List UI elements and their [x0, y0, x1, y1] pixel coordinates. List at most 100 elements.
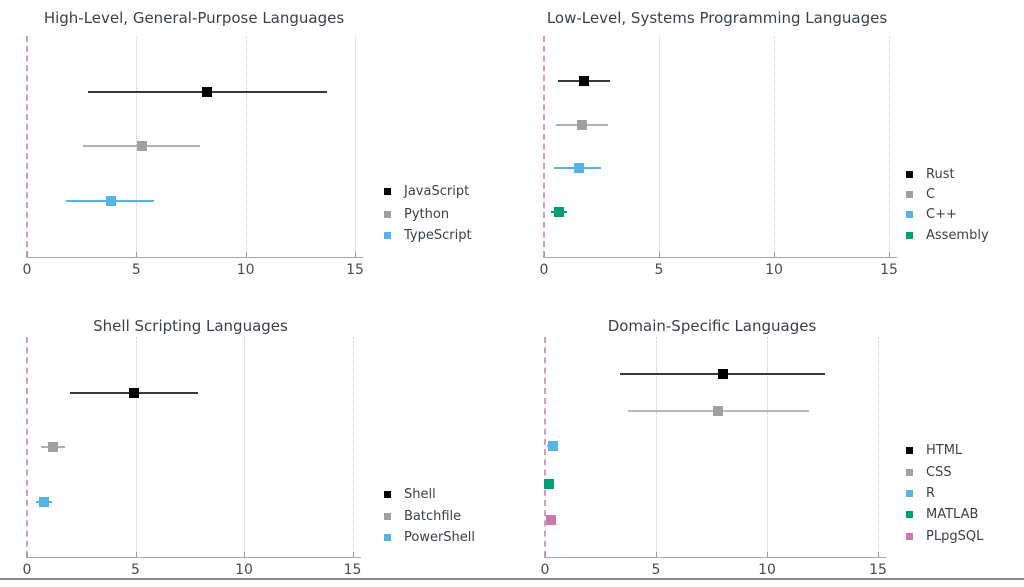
point-marker-Assembly — [554, 207, 564, 217]
legend-item-TypeScript: TypeScript — [384, 227, 472, 243]
x-axis-tick — [545, 552, 546, 557]
point-marker-PowerShell — [39, 497, 49, 507]
legend-item-PowerShell: PowerShell — [384, 529, 475, 545]
legend-item-MATLAB: MATLAB — [906, 506, 978, 522]
legend-swatch-icon — [384, 533, 391, 541]
legend-item-PLpgSQL: PLpgSQL — [906, 528, 983, 544]
legend-item-C: C — [906, 186, 935, 202]
point-marker-JavaScript — [202, 87, 212, 97]
legend-label: C — [926, 186, 936, 202]
x-axis-tick-label: 0 — [540, 562, 550, 578]
gridline-x15 — [355, 36, 357, 257]
x-axis — [26, 257, 364, 258]
legend-item-Rust: Rust — [906, 166, 955, 182]
legend-item-R: R — [906, 485, 935, 501]
point-marker-Python — [137, 141, 147, 151]
legend-label: PLpgSQL — [926, 528, 984, 544]
gridline-x10 — [767, 337, 768, 557]
chart-title-low-level: Low-Level, Systems Programming Languages — [546, 9, 888, 27]
legend-label: CSS — [926, 464, 952, 480]
x-axis-tick — [27, 552, 28, 557]
legend-swatch-icon — [906, 468, 913, 476]
legend-swatch-icon — [906, 532, 913, 540]
legend-label: C++ — [926, 206, 957, 222]
point-marker-CSS — [713, 406, 723, 416]
legend-swatch-icon — [906, 510, 913, 518]
legend-label: Python — [404, 206, 450, 222]
x-axis-tick-label: 10 — [235, 562, 253, 578]
x-axis-tick-label: 15 — [343, 562, 362, 578]
x-axis-tick — [774, 252, 775, 257]
x-axis-tick — [135, 552, 137, 557]
window-bottom-edge — [0, 578, 1024, 580]
x-axis-tick-label: 10 — [765, 262, 783, 278]
point-marker-TypeScript — [106, 196, 116, 206]
legend-item-Python: Python — [384, 206, 449, 222]
legend-swatch-icon — [384, 231, 391, 239]
point-marker-C — [577, 120, 587, 130]
point-marker-Batchfile — [48, 442, 58, 452]
gridline-x10 — [774, 36, 775, 257]
legend-swatch-icon — [384, 512, 391, 520]
x-axis-tick — [656, 552, 657, 557]
legend-item-Batchfile: Batchfile — [384, 508, 461, 524]
x-axis-tick-label: 5 — [651, 562, 661, 578]
x-axis-tick — [136, 252, 138, 257]
gridline-x15 — [889, 36, 890, 257]
gridline-x5 — [656, 337, 657, 557]
zero-reference-line — [543, 36, 545, 257]
x-axis-tick-label: 10 — [758, 562, 776, 578]
legend-swatch-icon — [906, 446, 913, 454]
zero-reference-line — [544, 337, 546, 557]
legend-swatch-icon — [906, 170, 913, 178]
legend-label: MATLAB — [926, 506, 979, 522]
zero-reference-line — [26, 36, 28, 257]
x-axis — [544, 557, 886, 558]
legend-swatch-icon — [906, 231, 913, 239]
gridline-x5 — [135, 337, 137, 557]
point-marker-PLpgSQL — [546, 515, 556, 525]
x-axis-tick — [355, 252, 357, 257]
x-axis-tick — [27, 252, 28, 257]
legend-swatch-icon — [384, 187, 391, 195]
point-marker-MATLAB — [544, 479, 554, 489]
zero-reference-line — [26, 337, 28, 557]
x-axis-tick-label: 0 — [539, 262, 549, 278]
x-axis-tick-label: 5 — [131, 262, 141, 278]
legend-label: Shell — [404, 486, 436, 502]
gridline-x5 — [659, 36, 660, 257]
x-axis-tick — [245, 252, 247, 257]
x-axis — [543, 257, 897, 258]
legend-label: TypeScript — [404, 227, 472, 243]
legend-swatch-icon — [906, 489, 913, 497]
point-marker-Shell — [129, 388, 139, 398]
legend-swatch-icon — [384, 210, 391, 218]
legend-label: Rust — [926, 166, 955, 182]
x-axis-tick-label: 5 — [654, 262, 664, 278]
x-axis — [26, 557, 361, 558]
gridline-x10 — [244, 337, 245, 557]
point-marker-Rust — [579, 76, 589, 86]
x-axis-tick-label: 15 — [880, 262, 898, 278]
chart-title-high-level: High-Level, General-Purpose Languages — [43, 9, 345, 27]
legend-label: R — [926, 485, 936, 501]
legend-label: HTML — [926, 442, 963, 458]
legend-label: JavaScript — [404, 183, 470, 199]
x-axis-tick — [767, 552, 768, 557]
legend-swatch-icon — [906, 210, 913, 218]
gridline-x10 — [245, 36, 247, 257]
x-axis-tick — [544, 252, 545, 257]
legend-label: Batchfile — [404, 508, 462, 524]
point-marker-C++ — [574, 163, 584, 173]
legend-label: Assembly — [926, 227, 989, 243]
gridline-x15 — [352, 337, 354, 557]
legend-item-Assembly: Assembly — [906, 227, 989, 243]
legend-item-C++: C++ — [906, 206, 957, 222]
legend-swatch-icon — [906, 190, 913, 198]
legend-item-HTML: HTML — [906, 442, 962, 458]
x-axis-tick — [889, 252, 890, 257]
x-axis-tick — [659, 252, 660, 257]
legend-item-Shell: Shell — [384, 486, 436, 502]
x-axis-tick — [352, 552, 354, 557]
